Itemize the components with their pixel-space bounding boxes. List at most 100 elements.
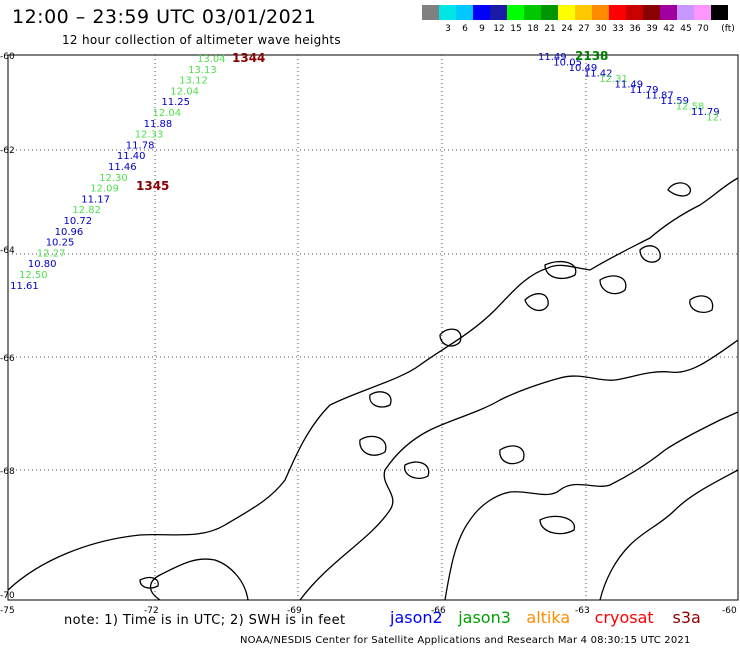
swh-value: 10.25 bbox=[46, 238, 75, 249]
legend-jason3: jason3 bbox=[458, 608, 511, 627]
scale-swatch bbox=[643, 5, 660, 20]
scale-swatch bbox=[524, 5, 541, 20]
scale-swatch bbox=[541, 5, 558, 20]
scale-swatch bbox=[592, 5, 609, 20]
scale-swatch bbox=[609, 5, 626, 20]
scale-swatch bbox=[677, 5, 694, 20]
scale-label: 6 bbox=[462, 24, 468, 34]
scale-swatch bbox=[439, 5, 456, 20]
swh-value: 10.72 bbox=[64, 216, 93, 227]
lat-label: -66 bbox=[0, 354, 15, 364]
swh-value: 11.61 bbox=[10, 281, 39, 292]
scale-label: 9 bbox=[479, 24, 485, 34]
swh-value: 10.96 bbox=[55, 227, 84, 238]
scale-swatch bbox=[660, 5, 677, 20]
swh-value: 11.40 bbox=[117, 151, 146, 162]
page-title: 12:00 – 23:59 UTC 03/01/2021 bbox=[12, 6, 317, 28]
swh-value: 11.79 bbox=[630, 85, 659, 96]
lat-label: -70 bbox=[0, 591, 15, 601]
swh-value: 13.04 bbox=[197, 54, 226, 65]
swh-value: 11.59 bbox=[660, 96, 689, 107]
swh-value: 10.80 bbox=[28, 259, 57, 270]
scale-label: 39 bbox=[646, 24, 658, 34]
swh-value: 11.49 bbox=[615, 80, 644, 91]
lon-label: -72 bbox=[144, 606, 159, 616]
scale-swatch bbox=[422, 5, 439, 20]
swh-value: 11.79 bbox=[691, 107, 720, 118]
swh-value: 11.78 bbox=[126, 140, 155, 151]
swh-value: 11.25 bbox=[161, 97, 190, 108]
swh-value: 11.46 bbox=[108, 162, 137, 173]
scale-label: 70 bbox=[697, 24, 709, 34]
lat-label: -64 bbox=[0, 246, 15, 256]
credit-line: NOAA/NESDIS Center for Satellite Applica… bbox=[240, 635, 691, 646]
scale-label: 42 bbox=[663, 24, 675, 34]
swh-value: 13.13 bbox=[188, 65, 217, 76]
lat-label: -62 bbox=[0, 146, 15, 156]
lat-label: -60 bbox=[0, 52, 15, 62]
swh-value: 11.88 bbox=[144, 119, 173, 130]
scale-label: 36 bbox=[629, 24, 641, 34]
scale-label: 33 bbox=[612, 24, 624, 34]
scale-swatch bbox=[575, 5, 592, 20]
scale-label: 15 bbox=[510, 24, 522, 34]
graticule bbox=[8, 55, 738, 600]
swh-value: 11.87 bbox=[645, 91, 674, 102]
legend-s3a: s3a bbox=[672, 608, 701, 627]
scale-label: 30 bbox=[595, 24, 607, 34]
legend-altika: altika bbox=[526, 608, 571, 627]
lon-label: -63 bbox=[575, 606, 590, 616]
scale-swatch bbox=[507, 5, 524, 20]
swh-value: 13.12 bbox=[179, 76, 208, 87]
swh-value: 12.82 bbox=[72, 205, 101, 216]
scale-swatch bbox=[711, 5, 728, 20]
scale-unit: (ft) bbox=[721, 24, 735, 34]
lon-label: -66 bbox=[431, 606, 446, 616]
scale-label: 21 bbox=[544, 24, 556, 34]
page-subtitle: 12 hour collection of altimeter wave hei… bbox=[62, 33, 341, 47]
latitude-labels: -60 -62 -64 -66 -68 -70 bbox=[0, 52, 15, 601]
lat-label: -68 bbox=[0, 467, 15, 477]
map-frame bbox=[7, 54, 739, 601]
scale-label: 18 bbox=[527, 24, 539, 34]
swh-value: 10.49 bbox=[569, 63, 598, 74]
scale-label: 45 bbox=[680, 24, 692, 34]
scale-swatch bbox=[626, 5, 643, 20]
swh-value: 12.30 bbox=[99, 173, 128, 184]
scale-swatch bbox=[558, 5, 575, 20]
swh-value: 12.50 bbox=[19, 270, 48, 281]
swh-value: 12.04 bbox=[170, 86, 199, 97]
swh-value: 12.58 bbox=[676, 102, 705, 113]
scale-swatch bbox=[694, 5, 711, 20]
scale-swatch bbox=[473, 5, 490, 20]
scale-label: 27 bbox=[578, 24, 590, 34]
coastline bbox=[7, 177, 739, 601]
swh-value: 12.09 bbox=[90, 184, 119, 195]
legend-jason2: jason2 bbox=[390, 608, 443, 627]
scale-label: 3 bbox=[445, 24, 451, 34]
pass-id-label: 1344 bbox=[232, 51, 265, 65]
swh-value: 12.27 bbox=[37, 248, 66, 259]
longitude-labels: -75 -72 -69 -66 -63 -60 bbox=[0, 606, 737, 616]
altimeter-track-b: 11.4910.0510.4911.4212.3111.4911.7911.87… bbox=[538, 52, 722, 124]
swh-value: 11.17 bbox=[81, 194, 110, 205]
swh-value: 11.42 bbox=[584, 69, 613, 80]
lon-label: -75 bbox=[0, 606, 15, 616]
pass-id-label: 2138 bbox=[575, 49, 608, 63]
lon-label: -60 bbox=[722, 606, 737, 616]
lon-label: -69 bbox=[287, 606, 302, 616]
swh-value: 11.49 bbox=[538, 52, 567, 63]
scale-swatch bbox=[456, 5, 473, 20]
swh-value: 12.04 bbox=[153, 108, 182, 119]
swh-value: 12.33 bbox=[135, 130, 164, 141]
scale-label: 24 bbox=[561, 24, 573, 34]
altimeter-track-a: 13.0413.1313.1212.0411.2512.0411.8812.33… bbox=[10, 54, 226, 292]
swh-value: 10.05 bbox=[553, 58, 582, 69]
pass-id-label: 1345 bbox=[136, 179, 169, 193]
scale-label: 12 bbox=[493, 24, 505, 34]
swh-value: 12. bbox=[706, 113, 722, 124]
scale-swatch bbox=[490, 5, 507, 20]
note-text: note: 1) Time is in UTC; 2) SWH is in fe… bbox=[64, 613, 346, 628]
legend-cryosat: cryosat bbox=[594, 608, 654, 627]
